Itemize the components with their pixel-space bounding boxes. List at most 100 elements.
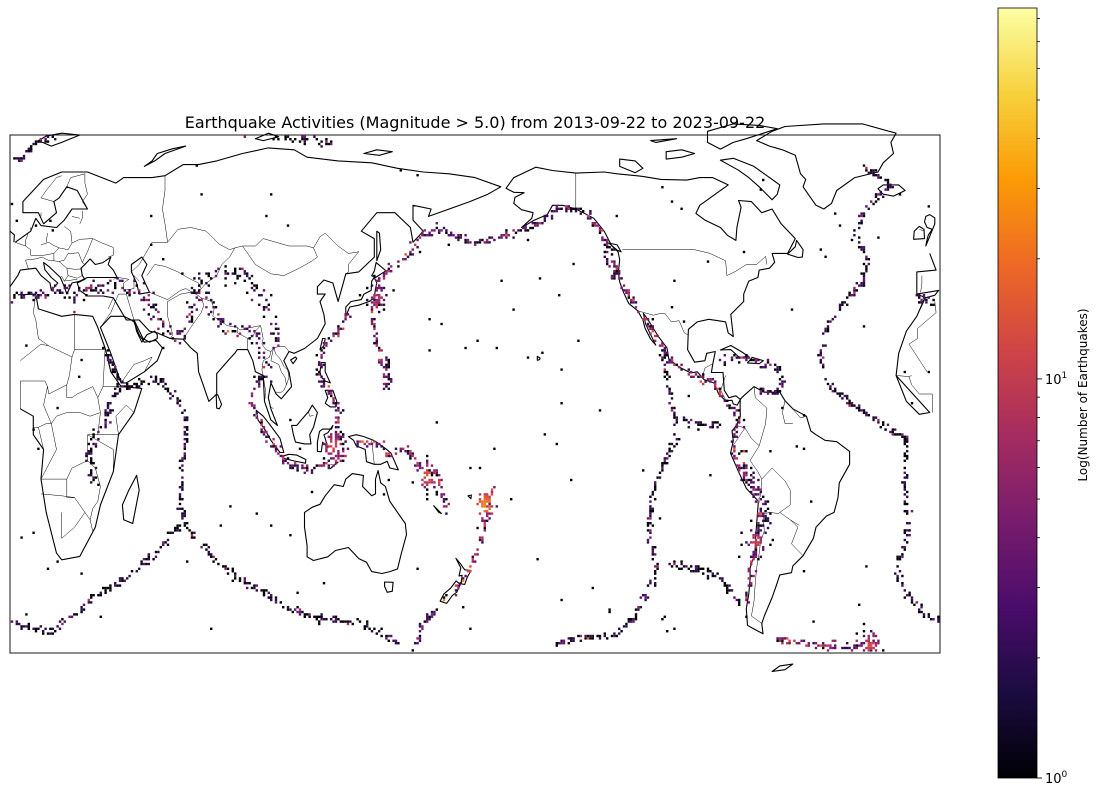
country-border (782, 400, 793, 424)
earthquake-cell (337, 406, 340, 410)
earthquake-cell (97, 594, 100, 597)
earthquake-cell (332, 334, 335, 338)
earthquake-cell (738, 421, 741, 424)
earthquake-cell (632, 620, 635, 623)
earthquake-cell (886, 181, 890, 184)
earthquake-cell (234, 577, 237, 580)
earthquake-cell (111, 363, 114, 366)
earthquake-cell (260, 294, 263, 297)
earthquake-cell (670, 361, 674, 364)
earthquake-cell (193, 303, 196, 306)
earthquake-cell (447, 243, 450, 246)
earthquake-cell (176, 507, 179, 510)
earthquake-cell (162, 380, 165, 383)
earthquake-cell (488, 512, 491, 515)
earthquake-cell (478, 238, 482, 242)
earthquake-cell (296, 469, 299, 472)
earthquake-cell (154, 378, 158, 381)
coastline (376, 230, 382, 262)
earthquake-cell (610, 248, 614, 251)
earthquake-cell (332, 620, 335, 623)
earthquake-cell (486, 519, 489, 522)
earthquake-cell (901, 546, 904, 549)
earthquake-cell (577, 339, 580, 342)
earthquake-cell (430, 613, 434, 616)
earthquake-cell (762, 548, 765, 551)
earthquake-cell (505, 231, 508, 234)
earthquake-cell (668, 562, 671, 566)
earthquake-cell (538, 222, 542, 225)
earthquake-cell (716, 426, 719, 429)
earthquake-cell (680, 567, 683, 570)
earthquake-cell (90, 594, 93, 597)
earthquake-cell (867, 649, 870, 652)
earthquake-cell (894, 572, 897, 575)
earthquake-cell (673, 562, 676, 566)
earthquake-cell (10, 301, 14, 304)
earthquake-cell (666, 462, 669, 465)
earthquake-cell (728, 406, 731, 410)
earthquake-cell (752, 534, 755, 537)
earthquake-cell (380, 363, 383, 366)
earthquake-cell (570, 639, 573, 642)
earthquake-cell (178, 495, 182, 498)
earthquake-cell (370, 306, 374, 309)
earthquake-cell (421, 483, 424, 486)
earthquake-cell (296, 466, 299, 470)
earthquake-cell (85, 286, 88, 290)
earthquake-cell (670, 200, 674, 203)
earthquake-cell (406, 450, 410, 453)
earthquake-cell (726, 589, 729, 592)
earthquake-cell (303, 615, 306, 618)
earthquake-cell (668, 450, 671, 453)
earthquake-cell (44, 140, 47, 143)
earthquake-cell (862, 409, 866, 412)
earthquake-cell (330, 142, 333, 146)
earthquake-cell (109, 402, 112, 405)
earthquake-cell (13, 296, 16, 299)
earthquake-cell (838, 303, 842, 306)
earthquake-cell (872, 418, 875, 422)
earthquake-cell (574, 207, 578, 210)
colorbar-tick-label: 101 (1045, 371, 1067, 388)
earthquake-cell (303, 466, 306, 470)
earthquake-cell (325, 445, 328, 448)
earthquake-cell (152, 303, 155, 306)
earthquake-cell (668, 358, 671, 362)
earthquake-cell (846, 394, 849, 398)
earthquake-cell (483, 498, 486, 501)
earthquake-cell (745, 464, 748, 467)
earthquake-cell (68, 296, 71, 299)
earthquake-cell (253, 330, 256, 333)
earthquake-cell (334, 435, 338, 438)
earthquake-cell (46, 567, 50, 570)
earthquake-cell (334, 430, 338, 434)
earthquake-cell (670, 356, 674, 359)
earthquake-cell (90, 471, 93, 474)
earthquake-cell (661, 342, 664, 345)
earthquake-cell (661, 356, 664, 359)
earthquake-cell (865, 205, 868, 208)
earthquake-cell (877, 421, 880, 424)
earthquake-cell (930, 303, 933, 306)
earthquake-cell (651, 548, 654, 551)
earthquake-cell (730, 589, 734, 592)
earthquake-cell (706, 567, 710, 570)
earthquake-cell (661, 186, 664, 189)
earthquake-cell (159, 546, 162, 549)
earthquake-cell (375, 279, 378, 282)
earthquake-cell (375, 298, 378, 302)
earthquake-cell (754, 570, 758, 573)
earthquake-cell (764, 366, 767, 369)
earthquake-cell (656, 562, 659, 566)
earthquake-cell (675, 565, 678, 568)
earthquake-cell (106, 404, 110, 407)
earthquake-cell (322, 462, 326, 465)
earthquake-cell (762, 502, 765, 506)
earthquake-cell (385, 385, 388, 388)
earthquake-cell (601, 238, 604, 242)
earthquake-cell (154, 550, 158, 554)
earthquake-cell (721, 577, 724, 580)
earthquake-cell (874, 634, 878, 638)
earthquake-cell (80, 606, 83, 609)
